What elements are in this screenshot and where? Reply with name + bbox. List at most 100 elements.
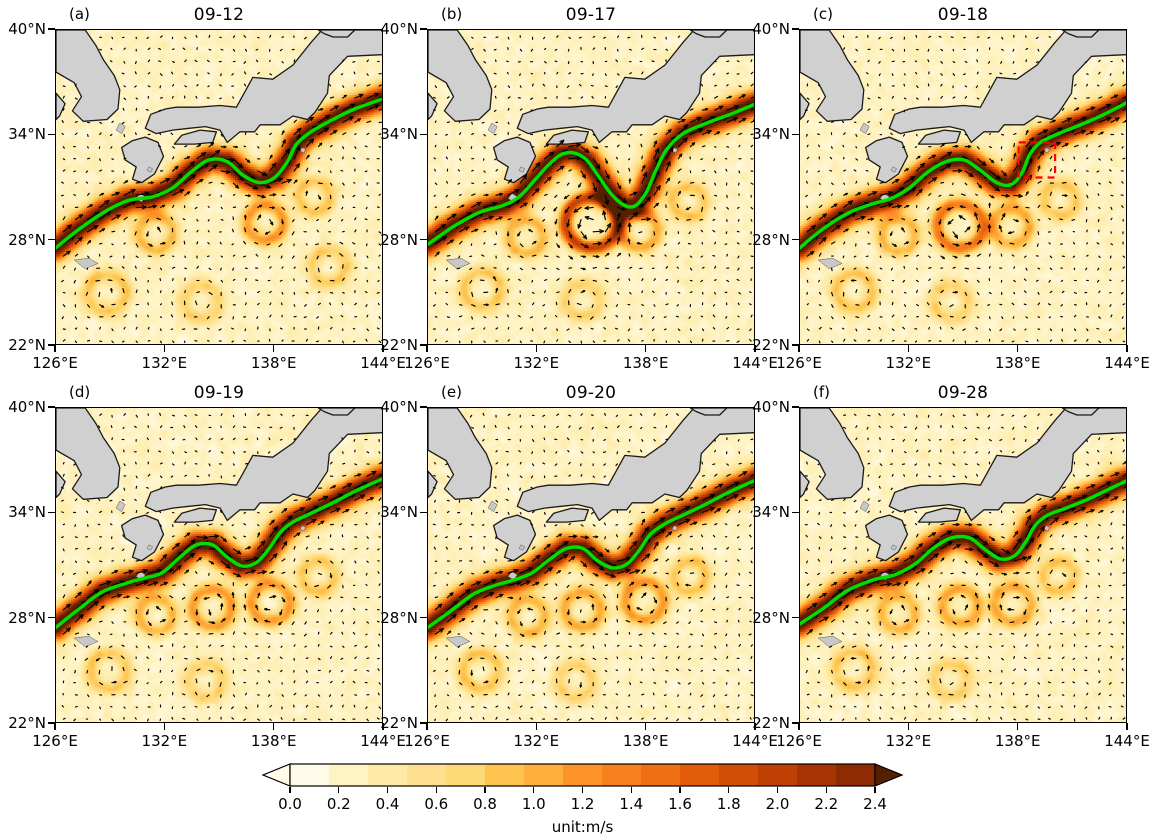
y-tick-mark bbox=[48, 406, 55, 408]
colorbar-tick-label: 1.4 bbox=[619, 795, 644, 813]
colorbar: 0.0 0.2 0.4 0.6 0.8 1.0 1.2 1.4 1.6 1.8 2.0 2.2 2.4 u… bbox=[255, 763, 910, 836]
y-tick-mark bbox=[48, 28, 55, 30]
y-tick-mark bbox=[792, 511, 799, 514]
x-tick-label: 126°E bbox=[776, 354, 822, 372]
x-tick-label: 126°E bbox=[32, 732, 78, 750]
panel-letter: (c) bbox=[813, 5, 833, 23]
panel-title: 09-28 bbox=[937, 383, 989, 403]
map-axes bbox=[427, 29, 755, 345]
x-tick-label: 138°E bbox=[250, 354, 297, 372]
x-tick-label: 132°E bbox=[885, 354, 932, 372]
y-tick-mark bbox=[792, 344, 799, 346]
colorbar-tick-mark bbox=[825, 787, 827, 793]
x-tick-mark bbox=[754, 723, 756, 730]
map-overlay bbox=[428, 30, 754, 344]
colorbar-tick-mark bbox=[776, 787, 779, 793]
y-tick-mark bbox=[48, 238, 55, 241]
colorbar-unit-label: unit:m/s bbox=[551, 818, 614, 836]
x-tick-mark bbox=[163, 345, 166, 352]
x-tick-label: 138°E bbox=[994, 732, 1041, 750]
colorbar-tick-label: 0.8 bbox=[473, 795, 497, 813]
x-tick-mark bbox=[163, 723, 166, 730]
annotation-box bbox=[1017, 141, 1057, 179]
y-tick-label: 34°N bbox=[752, 125, 790, 144]
colorbar-tick-label: 0.6 bbox=[424, 795, 449, 813]
x-tick-label: 126°E bbox=[776, 732, 822, 750]
y-tick-label: 22°N bbox=[8, 336, 46, 354]
panel-title: 09-20 bbox=[565, 383, 617, 403]
colorbar-tick-mark bbox=[289, 787, 291, 793]
x-tick-label: 132°E bbox=[513, 354, 560, 372]
colorbar-tick-label: 1.6 bbox=[668, 795, 692, 813]
colorbar-tick-mark bbox=[484, 787, 486, 793]
panel-letter: (f) bbox=[813, 383, 830, 401]
y-tick-label: 34°N bbox=[380, 125, 418, 144]
panel-title: 09-19 bbox=[193, 383, 245, 403]
x-tick-label: 132°E bbox=[513, 732, 560, 750]
kuroshio-axis-contour bbox=[800, 479, 1126, 626]
y-tick-label: 22°N bbox=[380, 714, 418, 732]
colorbar-tick-label: 0.2 bbox=[326, 795, 351, 813]
map-panel-09-17: (b) 09-17 22°N 28°N 34°N 40°N 126°E 132°E 138°E 1… bbox=[380, 5, 778, 372]
y-tick-mark bbox=[420, 511, 427, 514]
y-tick-label: 28°N bbox=[380, 230, 418, 249]
panel-letter: (e) bbox=[441, 383, 462, 401]
y-tick-mark bbox=[420, 616, 427, 619]
map-panel-09-18: (c) 09-18 22°N 28°N 34°N 40°N 126°E 132°E 138°E 1… bbox=[752, 5, 1150, 372]
x-tick-mark bbox=[382, 723, 384, 730]
panel-letter: (d) bbox=[69, 383, 91, 401]
kuroshio-axis-contour bbox=[428, 479, 754, 630]
y-tick-label: 22°N bbox=[752, 714, 790, 732]
x-tick-label: 138°E bbox=[250, 732, 297, 750]
colorbar-tick-label: 1.2 bbox=[570, 795, 595, 813]
colorbar-gradient bbox=[261, 763, 904, 787]
y-tick-mark bbox=[48, 344, 55, 346]
x-tick-label: 138°E bbox=[994, 354, 1041, 372]
y-tick-label: 40°N bbox=[380, 20, 418, 38]
x-tick-mark bbox=[272, 723, 275, 730]
land-mass bbox=[428, 408, 754, 648]
y-tick-label: 40°N bbox=[752, 20, 790, 38]
map-axes bbox=[799, 407, 1127, 723]
panel-letter: (a) bbox=[69, 5, 90, 23]
y-tick-mark bbox=[792, 238, 799, 241]
x-tick-mark bbox=[535, 345, 538, 352]
map-axes bbox=[55, 407, 383, 723]
colorbar-tick-mark bbox=[435, 787, 437, 793]
x-tick-label: 126°E bbox=[32, 354, 78, 372]
map-axes bbox=[427, 407, 755, 723]
y-tick-label: 34°N bbox=[752, 503, 790, 522]
x-tick-mark bbox=[382, 345, 384, 352]
x-tick-mark bbox=[798, 723, 800, 730]
y-tick-mark bbox=[420, 344, 427, 346]
colorbar-tick-label: 2.4 bbox=[863, 795, 887, 813]
y-tick-mark bbox=[48, 133, 55, 136]
map-axes bbox=[799, 29, 1127, 345]
colorbar-tick-mark bbox=[728, 787, 730, 793]
colorbar-tick-mark bbox=[533, 787, 535, 793]
y-tick-label: 34°N bbox=[8, 125, 46, 144]
colorbar-tick-label: 1.0 bbox=[521, 795, 546, 813]
y-tick-mark bbox=[792, 28, 799, 30]
map-panel-09-12: (a) 09-12 22°N 28°N 34°N 40°N 126°E 132°E 138°E 1… bbox=[8, 5, 406, 372]
y-tick-mark bbox=[420, 133, 427, 136]
y-tick-label: 40°N bbox=[8, 20, 46, 38]
panel-title: 09-18 bbox=[937, 5, 989, 25]
x-tick-mark bbox=[535, 723, 538, 730]
map-panel-09-20: (e) 09-20 22°N 28°N 34°N 40°N 126°E 132°E 138°E 1… bbox=[380, 383, 778, 750]
land-mass bbox=[800, 408, 1126, 648]
x-tick-mark bbox=[907, 345, 910, 352]
x-tick-label: 138°E bbox=[622, 732, 669, 750]
colorbar-tick-label: 0.0 bbox=[278, 795, 302, 813]
x-tick-label: 126°E bbox=[404, 732, 450, 750]
colorbar-tick-mark bbox=[386, 787, 389, 793]
y-tick-label: 28°N bbox=[752, 230, 790, 249]
map-overlay bbox=[428, 408, 754, 722]
y-tick-label: 34°N bbox=[8, 503, 46, 522]
colorbar-tick-mark bbox=[630, 787, 632, 793]
land-mass bbox=[800, 30, 1126, 270]
colorbar-tick-label: 2.2 bbox=[814, 795, 839, 813]
y-tick-mark bbox=[420, 28, 427, 30]
y-tick-label: 28°N bbox=[380, 608, 418, 627]
